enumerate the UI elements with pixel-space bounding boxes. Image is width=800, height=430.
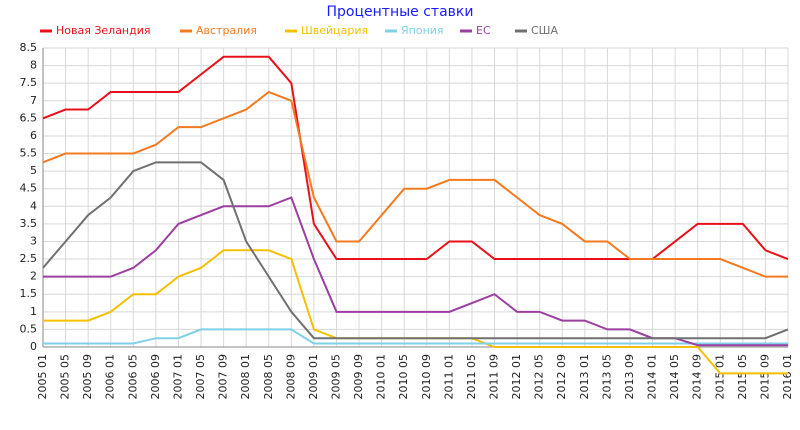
y-tick-label: 0	[30, 340, 37, 353]
chart-title: Процентные ставки	[327, 4, 474, 20]
y-tick-label: 5	[30, 164, 37, 177]
y-tick-label: 4	[30, 199, 37, 212]
y-tick-label: 8.5	[20, 41, 38, 54]
x-tick-label: 2015 01	[713, 354, 726, 400]
x-tick-label: 2010 01	[375, 354, 388, 400]
y-tick-label: 1	[30, 305, 37, 318]
x-tick-label: 2010 09	[420, 354, 433, 400]
x-tick-label: 2009 01	[307, 354, 320, 400]
x-tick-label: 2007 09	[217, 354, 230, 400]
series-line	[42, 161, 789, 340]
x-tick-label: 2013 01	[578, 354, 591, 400]
x-tick-label: 2014 09	[691, 354, 704, 400]
y-tick-label: 6	[30, 129, 37, 142]
x-tick-label: 2015 05	[736, 354, 749, 400]
series-line	[42, 55, 789, 261]
x-tick-label: 2013 09	[623, 354, 636, 400]
x-tick-label: 2012 09	[555, 354, 568, 400]
x-tick-label: 2014 01	[646, 354, 659, 400]
x-tick-label: 2013 05	[600, 354, 613, 400]
y-tick-label: 7.5	[20, 76, 38, 89]
y-tick-label: 2	[30, 270, 37, 283]
x-tick-label: 2007 05	[194, 354, 207, 400]
x-tick-label: 2012 01	[510, 354, 523, 400]
x-tick-label: 2007 01	[171, 354, 184, 400]
legend-label: Япония	[401, 24, 444, 37]
x-tick-label: 2009 05	[329, 354, 342, 400]
legend-label: Австралия	[196, 24, 257, 37]
x-tick-label: 2014 05	[668, 354, 681, 400]
y-tick-label: 0.5	[20, 322, 38, 335]
x-tick-label: 2015 09	[758, 354, 771, 400]
y-tick-label: 4.5	[20, 182, 38, 195]
series-line	[43, 328, 788, 345]
x-tick-label: 2010 05	[397, 354, 410, 400]
x-tick-label: 2005 09	[81, 354, 94, 400]
x-tick-label: 2012 05	[533, 354, 546, 400]
x-tick-label: 2011 01	[442, 354, 455, 400]
y-tick-label: 3	[30, 234, 37, 247]
y-tick-label: 2.5	[20, 252, 38, 265]
legend-label: Швейцария	[301, 24, 368, 37]
legend-label: США	[531, 24, 558, 37]
x-tick-label: 2011 09	[488, 354, 501, 400]
series-line	[43, 196, 788, 347]
x-tick-label: 2008 01	[239, 354, 252, 400]
x-tick-label: 2006 09	[149, 354, 162, 400]
legend-label: Новая Зеландия	[56, 24, 151, 37]
x-tick-label: 2005 01	[36, 354, 49, 400]
series-line	[42, 90, 788, 278]
x-tick-label: 2011 05	[465, 354, 478, 400]
y-tick-label: 3.5	[20, 217, 38, 230]
x-tick-label: 2006 05	[126, 354, 139, 400]
y-tick-label: 5.5	[20, 147, 38, 160]
x-tick-label: 2009 09	[352, 354, 365, 400]
y-tick-label: 7	[30, 94, 37, 107]
x-tick-label: 2008 05	[262, 354, 275, 400]
y-tick-label: 8	[30, 59, 37, 72]
x-tick-label: 2016 01	[781, 354, 794, 400]
x-tick-label: 2006 01	[104, 354, 117, 400]
y-tick-label: 1.5	[20, 287, 38, 300]
y-tick-label: 6.5	[20, 111, 38, 124]
x-tick-label: 2008 09	[284, 354, 297, 400]
x-tick-label: 2005 05	[59, 354, 72, 400]
legend-label: ЕС	[476, 24, 491, 37]
